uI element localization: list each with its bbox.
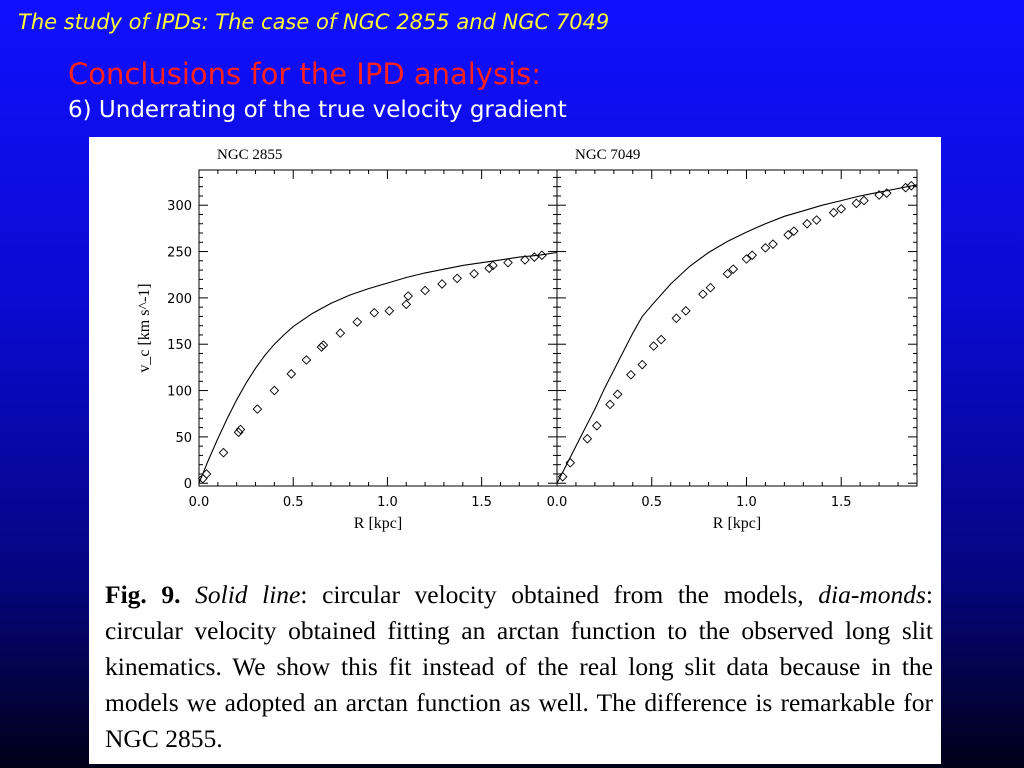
panel-1-diamond-point: [269, 385, 280, 396]
panel-2-diamond-point: [900, 182, 911, 193]
panel-2-diamond-point: [591, 420, 602, 431]
panel-2-diamond-point: [637, 359, 648, 370]
panel-1-diamond-point: [484, 263, 495, 274]
caption-text-2: : circular velocity obtained fitting an …: [105, 580, 933, 753]
panel-1-model-curve: [198, 251, 558, 484]
panel-1-diamond-point: [316, 342, 327, 352]
panel-1-diamond-point: [335, 328, 346, 338]
panel-1-diamond-point: [201, 469, 212, 479]
panel-1-y-axis-label: v_c [km s^-1]: [136, 283, 153, 372]
panel-1-diamond-point: [233, 427, 244, 438]
caption-text-1: : circular velocity obtained from the mo…: [300, 580, 819, 609]
panel-2-diamond-point: [811, 215, 822, 225]
panel-1-diamond-point: [503, 257, 513, 268]
panel-2-diamond-point: [557, 471, 568, 482]
panel-1-diamond-point: [235, 424, 246, 435]
panel-1-x-tick-label: 0.0: [189, 495, 210, 510]
panel-1-y-tick-label: 300: [167, 199, 192, 214]
panel-1-diamond-point: [452, 273, 462, 284]
panel-2-title: NGC 7049: [575, 147, 640, 163]
panel-1-diamond-point: [403, 291, 413, 301]
panel-1-y-tick-label: 150: [167, 338, 192, 353]
rotation-curve-chart: 0.0 0.5 1.0 1.5 0 50 100 150 200 250 300 NGC 2855 R …: [136, 147, 918, 532]
panel-2-diamond-point: [747, 250, 757, 261]
panel-2-diamond-point: [612, 389, 623, 400]
panel-1-y-tick-label: 200: [167, 292, 192, 307]
panel-2-x-tick-label: 0.0: [547, 495, 568, 510]
panel-1-diamond-point: [384, 306, 395, 316]
panel-1-diamond-point: [520, 255, 530, 265]
panel-1-diamond-point: [488, 260, 498, 271]
panel-1-frame: [198, 169, 558, 487]
panel-2-diamond-point: [648, 341, 659, 351]
panel-2-diamond-point: [705, 282, 716, 293]
panel-1-y-tick-label: 50: [175, 431, 192, 446]
panel-1-diamond-point: [352, 317, 363, 327]
panel-1-diamond-point: [437, 279, 447, 289]
panel-2-diamond-point: [828, 207, 839, 218]
panel-2-diamond-point: [768, 239, 778, 249]
conclusions-heading: Conclusions for the IPD analysis:: [68, 57, 542, 91]
panel-1-x-tick-label: 0.5: [283, 495, 304, 510]
panel-2-x-tick-label: 0.5: [641, 495, 662, 510]
panel-1-diamond-point: [529, 252, 540, 262]
panel-2-x-tick-label: 1.5: [831, 495, 852, 510]
panel-1-x-axis-label: R [kpc]: [354, 515, 402, 532]
panel-2-diamond-point: [671, 313, 682, 324]
panel-2-diamond-point: [626, 369, 636, 380]
panel-1-title: NGC 2855: [217, 147, 282, 163]
panel-1-y-tick-label: 100: [167, 385, 192, 400]
panel-1-diamond-point: [369, 307, 380, 318]
panel-2-diamond-point: [906, 180, 917, 191]
panel-2-diamond-point: [783, 230, 793, 240]
panel-2-diamond-point: [760, 243, 771, 253]
panel-1-diamond-point: [318, 340, 329, 350]
panel-2-diamond-point: [851, 198, 862, 209]
panel-2-diamond-point: [881, 188, 892, 199]
panel-2-diamond-point: [681, 306, 691, 316]
panel-2-diamond-point: [605, 399, 615, 410]
panel-2-diamond-point: [582, 433, 593, 444]
panel-2-diamond-point: [741, 254, 752, 264]
panel-2-diamond-point: [656, 334, 667, 345]
panel-1-y-tick-label: 250: [167, 246, 192, 261]
conclusion-point-subheading: 6) Underrating of the true velocity grad…: [68, 97, 567, 123]
figure-panel: 0.0 0.5 1.0 1.5 0 50 100 150 200 250 300 NGC 2855 R …: [89, 137, 941, 764]
panel-1-diamond-point: [401, 299, 412, 310]
panel-2-frame: [556, 169, 918, 487]
caption-figure-label: Fig. 9.: [105, 580, 181, 609]
panel-1-diamond-point: [301, 355, 312, 365]
panel-1-diamond-point: [469, 268, 479, 279]
panel-2-diamond-point: [802, 218, 812, 229]
panel-2-x-tick-label: 1.0: [736, 495, 757, 510]
panel-2-diamond-point: [874, 190, 884, 200]
panel-2-diamond-point: [698, 289, 708, 300]
panel-1-diamond-point: [537, 250, 547, 261]
panel-2-diamond-point: [836, 204, 847, 214]
panel-2-model-curve: [556, 184, 918, 484]
panel-1-x-tick-label: 1.0: [377, 495, 398, 510]
panel-2-diamond-point: [565, 457, 576, 468]
panel-1-diamond-point: [252, 404, 263, 414]
caption-italic-diamonds: dia-monds: [818, 580, 926, 609]
panel-2-diamond-point: [722, 268, 733, 279]
panel-2-x-axis-label: R [kpc]: [713, 515, 761, 532]
panel-1-diamond-point: [420, 285, 430, 296]
panel-1-diamond-point: [286, 369, 297, 379]
caption-italic-solid-line: Solid line: [195, 580, 301, 609]
slide-title: The study of IPDs: The case of NGC 2855 …: [18, 10, 610, 34]
panel-2-diamond-point: [728, 264, 739, 274]
panel-1-y-tick-label: 0: [184, 477, 192, 492]
panel-2-diamond-point: [789, 226, 799, 236]
panel-1-x-tick-label: 1.5: [471, 495, 492, 510]
figure-caption: Fig. 9. Solid line: circular velocity ob…: [105, 577, 933, 757]
panel-2-diamond-point: [859, 195, 869, 206]
panel-1-diamond-point: [218, 447, 229, 458]
